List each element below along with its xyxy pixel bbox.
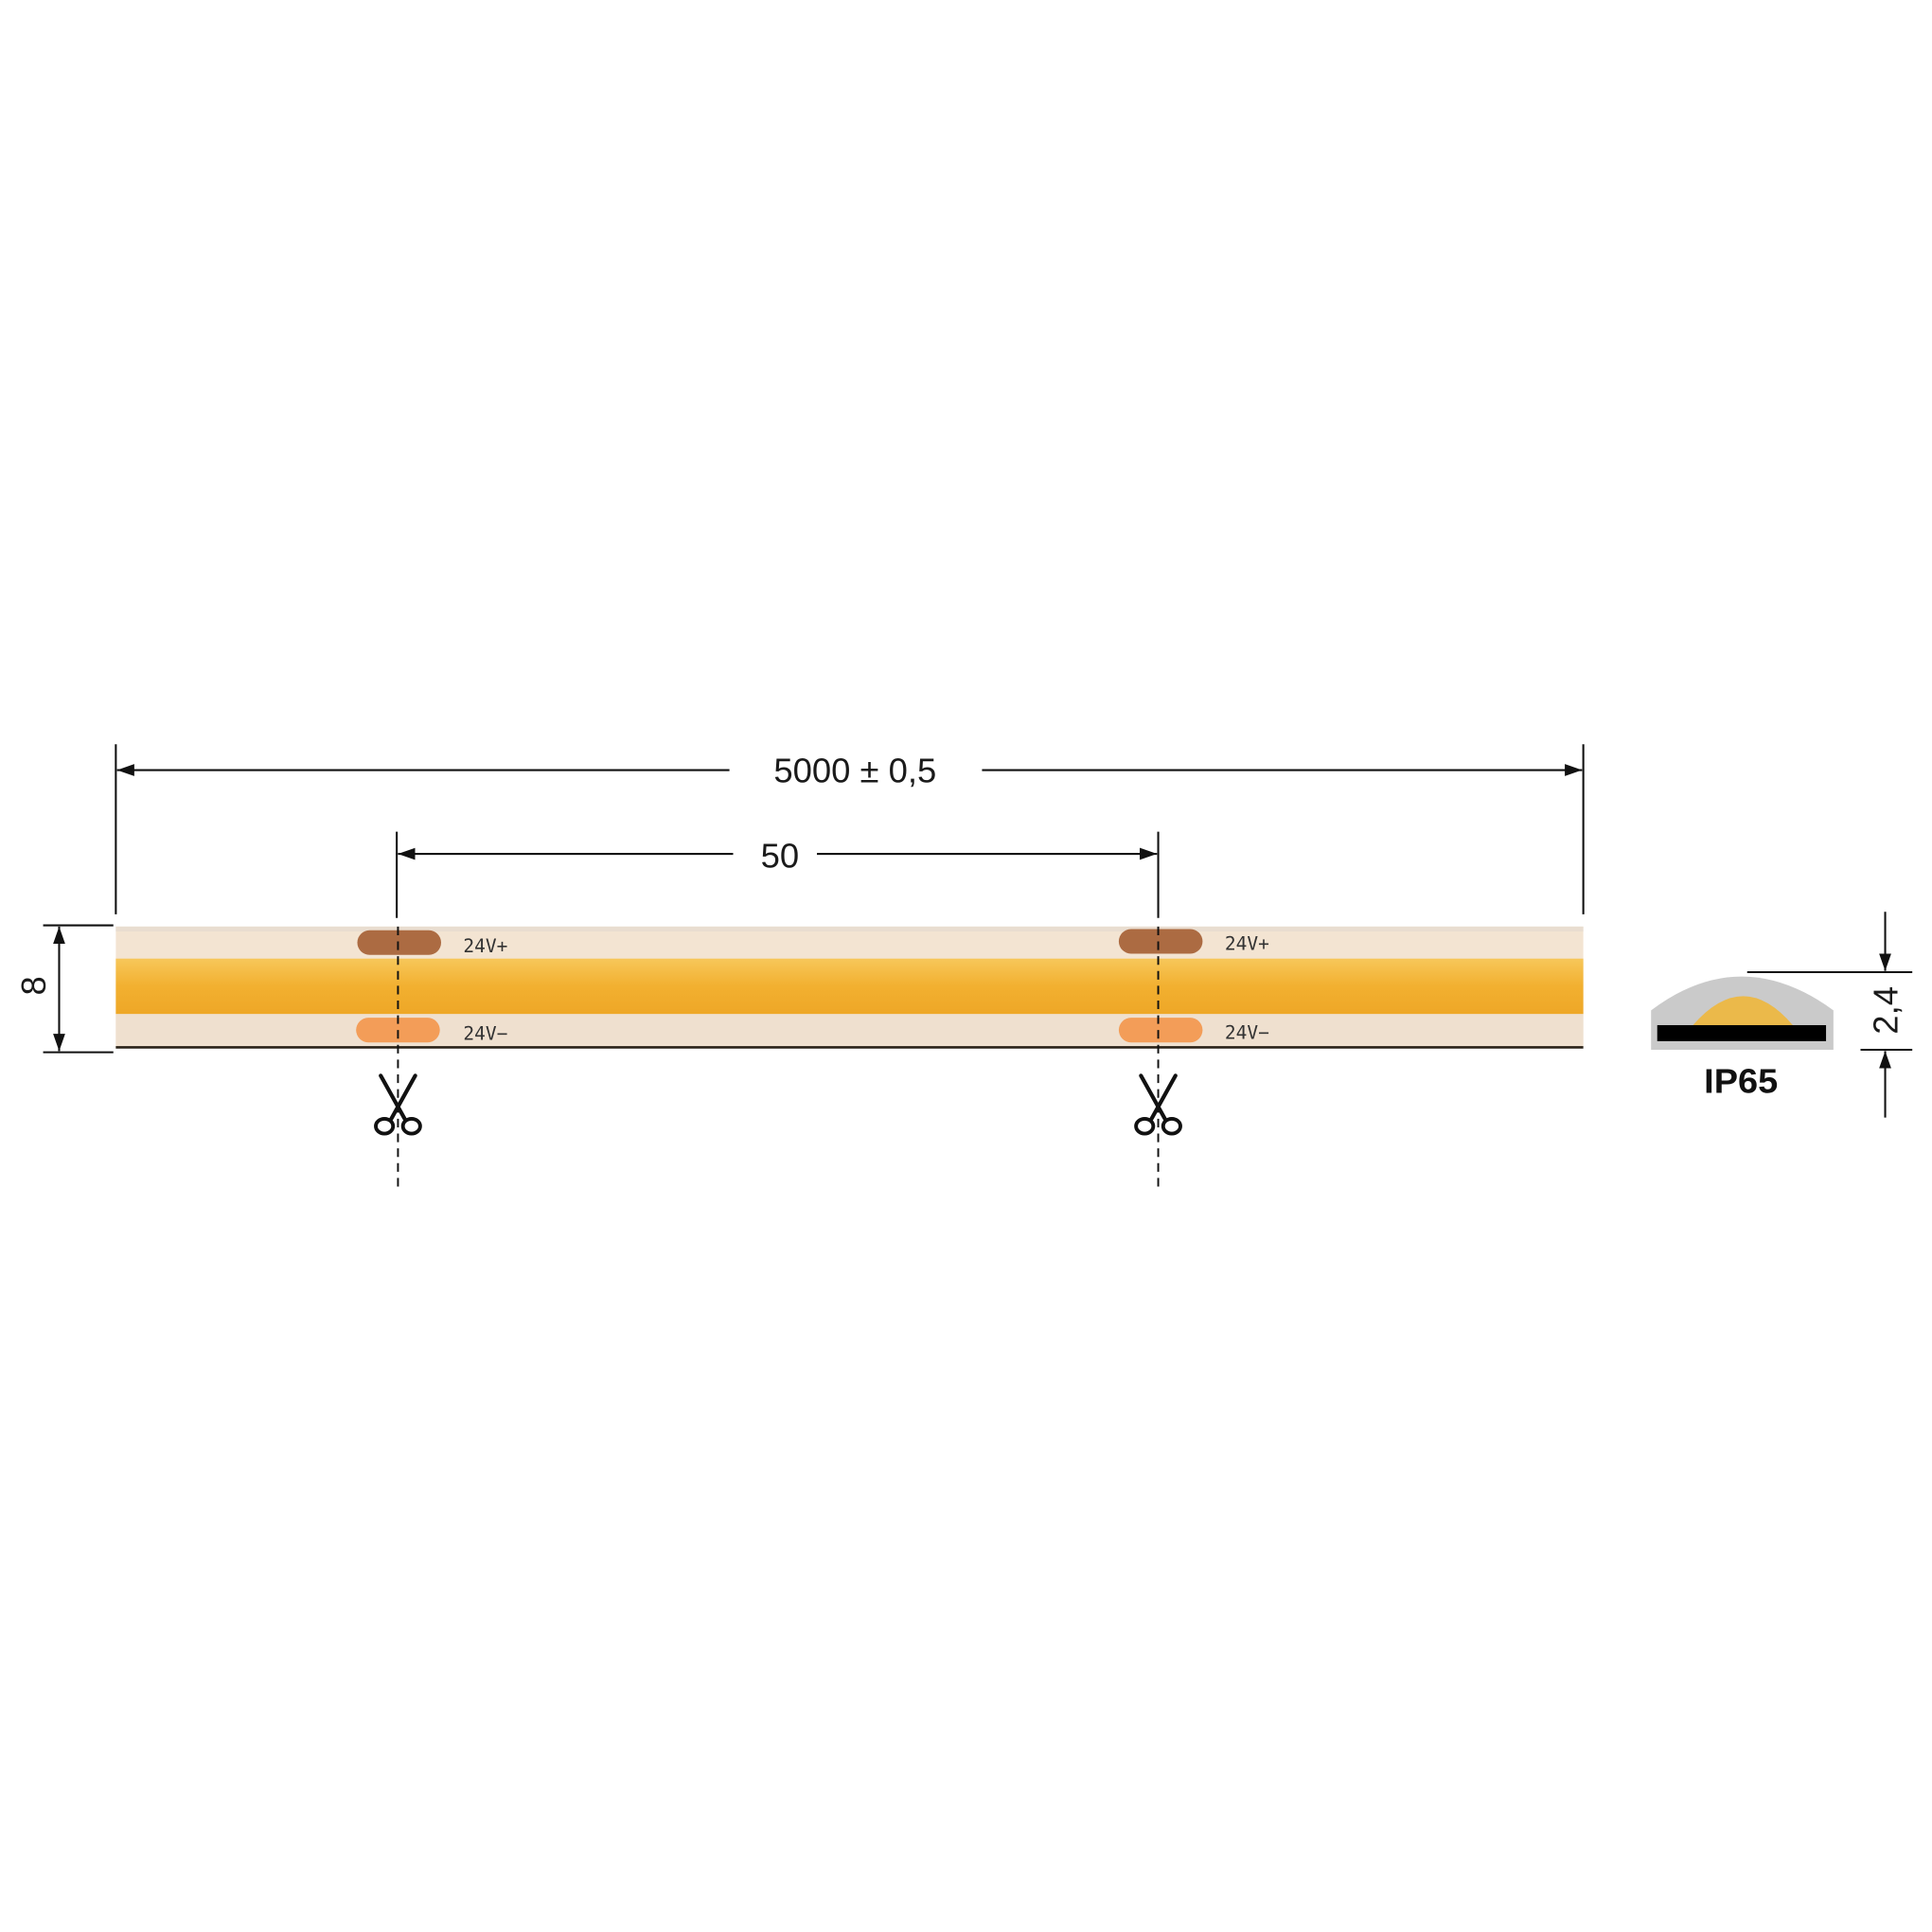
cut-pitch-label: 50 bbox=[761, 836, 800, 875]
led-strip: 24V+ 24V− 24V+ 24V− bbox=[115, 926, 1584, 1049]
length-dimension: 5000 ± 0,5 bbox=[115, 744, 1585, 914]
ip-rating-label: IP65 bbox=[1704, 1062, 1778, 1101]
cut-pitch-dimension: 50 bbox=[396, 831, 1160, 918]
width-label: 8 bbox=[14, 976, 53, 995]
cob-led-band bbox=[115, 958, 1584, 1015]
pad-label-positive: 24V+ bbox=[463, 935, 507, 957]
cross-section-profile: IP65 bbox=[1651, 976, 1834, 1101]
pad-label-positive: 24V+ bbox=[1225, 933, 1269, 955]
solder-pad-positive bbox=[1118, 929, 1203, 954]
width-dimension: 8 bbox=[14, 924, 114, 1054]
pad-label-negative: 24V− bbox=[463, 1023, 507, 1045]
height-label: 2,4 bbox=[1867, 986, 1905, 1035]
pad-label-negative: 24V− bbox=[1225, 1021, 1269, 1043]
length-label: 5000 ± 0,5 bbox=[773, 752, 936, 790]
solder-pad-negative bbox=[1118, 1018, 1203, 1043]
solder-pad-positive bbox=[357, 930, 441, 955]
height-dimension: 2,4 bbox=[1746, 912, 1913, 1118]
